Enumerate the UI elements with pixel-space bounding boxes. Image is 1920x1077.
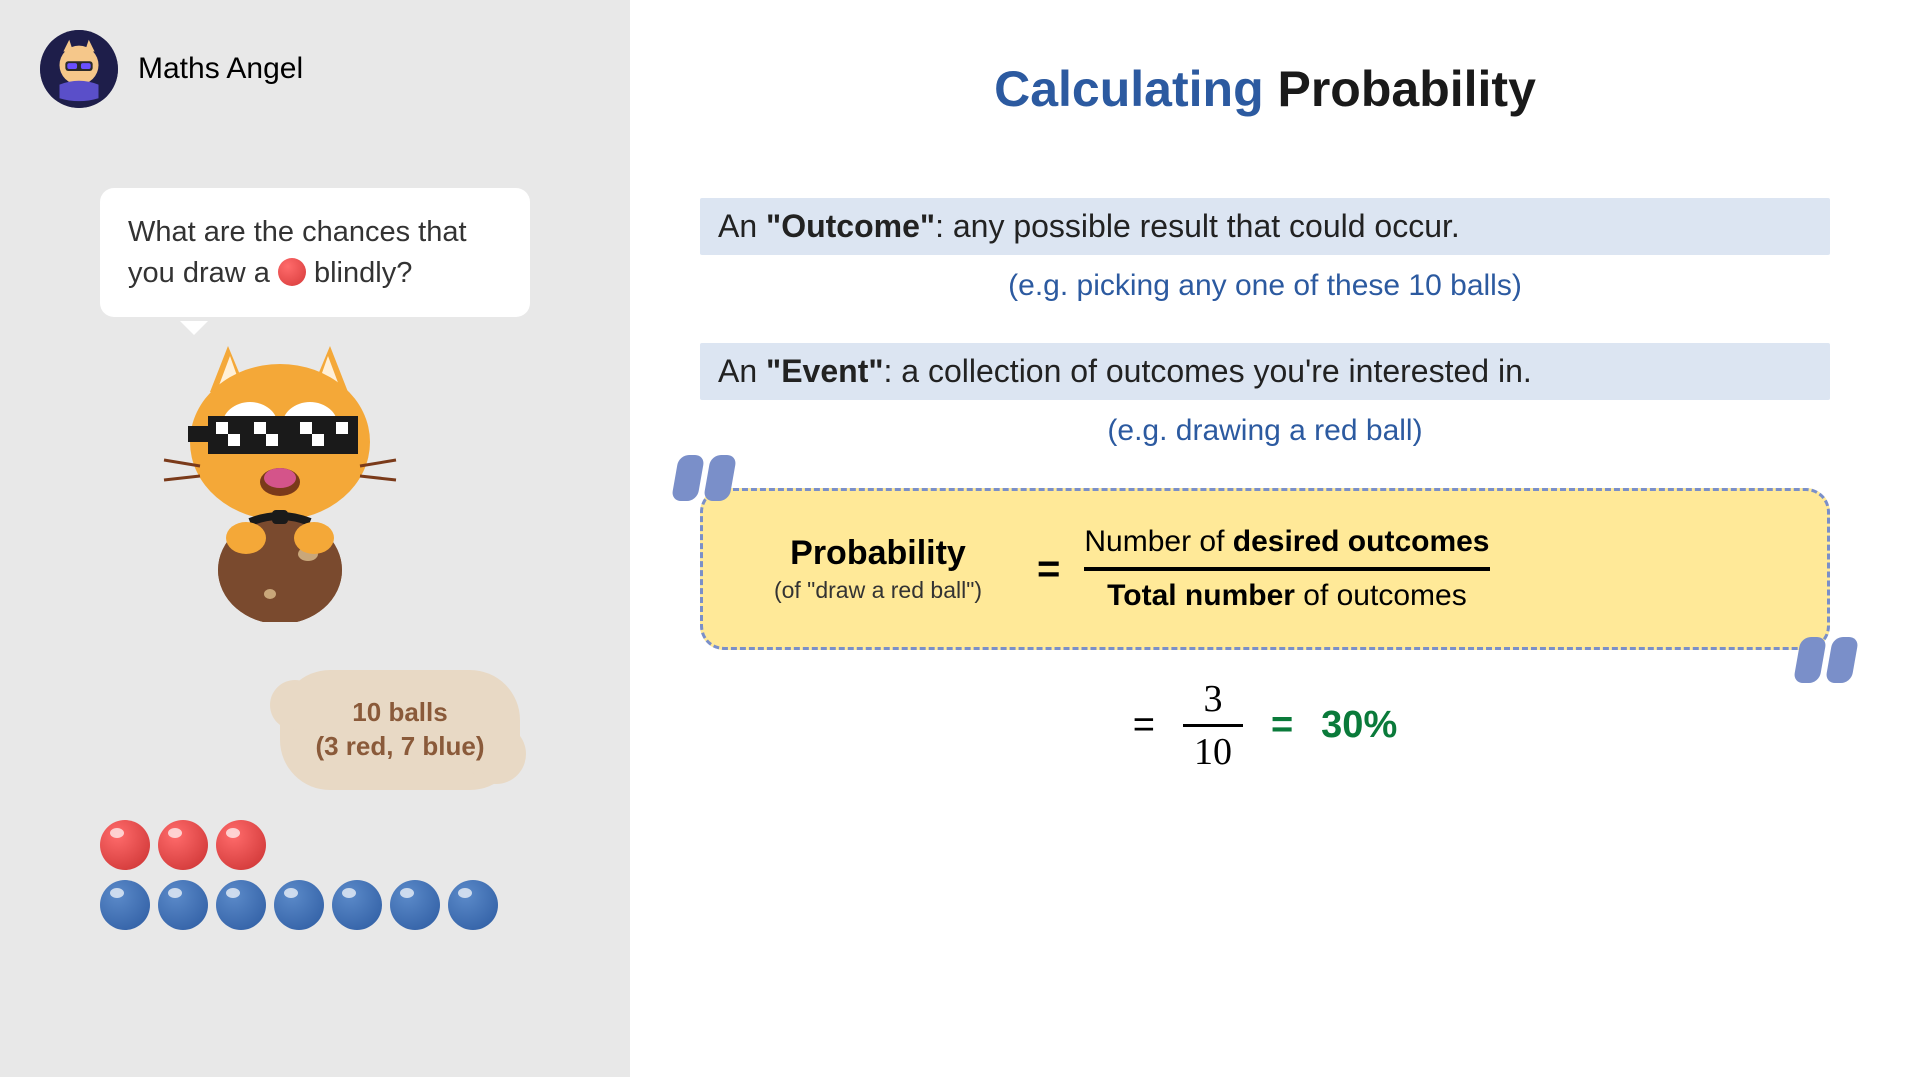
fraction-numerator: Number of desired outcomes: [1084, 525, 1489, 559]
page-title: Calculating Probability: [700, 60, 1830, 118]
brand-header: Maths Angel: [40, 30, 590, 108]
balls-count-line1: 10 balls: [352, 696, 447, 730]
title-part2: Probability: [1278, 61, 1536, 117]
numerator-b: desired outcomes: [1233, 525, 1490, 558]
speech-bubble: What are the chances that you draw a bli…: [100, 188, 530, 317]
result-fraction: 3 10: [1183, 680, 1243, 771]
blue-ball: [332, 880, 382, 930]
outcome-line: An "Outcome": any possible result that c…: [700, 198, 1830, 255]
result-line: = 3 10 = 30%: [700, 680, 1830, 771]
bubble-line2a: you draw a: [128, 257, 278, 289]
denominator-a: Total number: [1107, 579, 1295, 612]
result-eq1: =: [1133, 704, 1155, 747]
blue-balls-row: [100, 880, 498, 930]
formula-fraction: Number of desired outcomes Total number …: [1084, 525, 1489, 613]
event-term: "Event": [766, 353, 883, 389]
blue-ball: [216, 880, 266, 930]
equals-sign: =: [1037, 547, 1060, 592]
event-definition: An "Event": a collection of outcomes you…: [700, 343, 1830, 448]
blue-ball: [390, 880, 440, 930]
red-balls-row: [100, 820, 266, 870]
red-ball: [100, 820, 150, 870]
result-percent: 30%: [1321, 704, 1397, 747]
result-num: 3: [1203, 680, 1222, 718]
probability-word: Probability: [743, 534, 1013, 573]
quote-decoration-icon: [1785, 613, 1855, 683]
outcome-term: "Outcome": [766, 208, 935, 244]
numerator-a: Number of: [1084, 525, 1232, 558]
outcome-prefix: An: [718, 208, 766, 244]
result-den: 10: [1194, 733, 1232, 771]
red-ball: [216, 820, 266, 870]
blue-ball: [100, 880, 150, 930]
bubble-line1: What are the chances that: [128, 216, 467, 248]
brand-name: Maths Angel: [138, 52, 303, 86]
blue-ball: [274, 880, 324, 930]
left-panel: Maths Angel What are the chances that yo…: [0, 0, 630, 1077]
event-prefix: An: [718, 353, 766, 389]
brand-logo: [40, 30, 118, 108]
formula-card: Probability (of "draw a red ball") = Num…: [700, 488, 1830, 650]
bubble-line2b: blindly?: [306, 257, 412, 289]
outcome-definition: An "Outcome": any possible result that c…: [700, 198, 1830, 303]
result-eq2: =: [1271, 704, 1293, 747]
result-fraction-bar: [1183, 724, 1243, 727]
quote-decoration-icon: [675, 455, 745, 525]
denominator-b: of outcomes: [1295, 579, 1467, 612]
balls-info-cloud: 10 balls (3 red, 7 blue): [280, 670, 520, 790]
blue-ball: [158, 880, 208, 930]
balls-count-line2: (3 red, 7 blue): [315, 730, 484, 764]
outcome-def: : any possible result that could occur.: [935, 208, 1460, 244]
probability-sub: (of "draw a red ball"): [743, 577, 1013, 604]
blue-ball: [448, 880, 498, 930]
fraction-denominator: Total number of outcomes: [1107, 579, 1467, 613]
event-example: (e.g. drawing a red ball): [700, 414, 1830, 448]
probability-label-block: Probability (of "draw a red ball"): [743, 534, 1013, 604]
red-ball: [158, 820, 208, 870]
right-panel: Calculating Probability An "Outcome": an…: [630, 0, 1920, 1077]
event-def: : a collection of outcomes you're intere…: [884, 353, 1532, 389]
event-line: An "Event": a collection of outcomes you…: [700, 343, 1830, 400]
title-part1: Calculating: [994, 61, 1277, 117]
red-ball-icon: [278, 258, 306, 286]
cat-illustration: [150, 342, 410, 622]
fraction-bar: [1084, 567, 1489, 571]
outcome-example: (e.g. picking any one of these 10 balls): [700, 269, 1830, 303]
